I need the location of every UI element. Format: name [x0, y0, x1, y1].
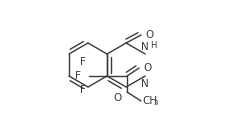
Text: N: N — [141, 78, 149, 88]
Text: N: N — [141, 41, 149, 51]
Text: 3: 3 — [153, 100, 157, 106]
Text: F: F — [75, 71, 81, 81]
Text: CH: CH — [142, 96, 157, 106]
Text: H: H — [150, 41, 157, 50]
Text: O: O — [145, 30, 153, 40]
Text: F: F — [80, 57, 86, 67]
Text: O: O — [143, 63, 151, 73]
Text: F: F — [80, 85, 86, 95]
Text: O: O — [114, 93, 122, 103]
